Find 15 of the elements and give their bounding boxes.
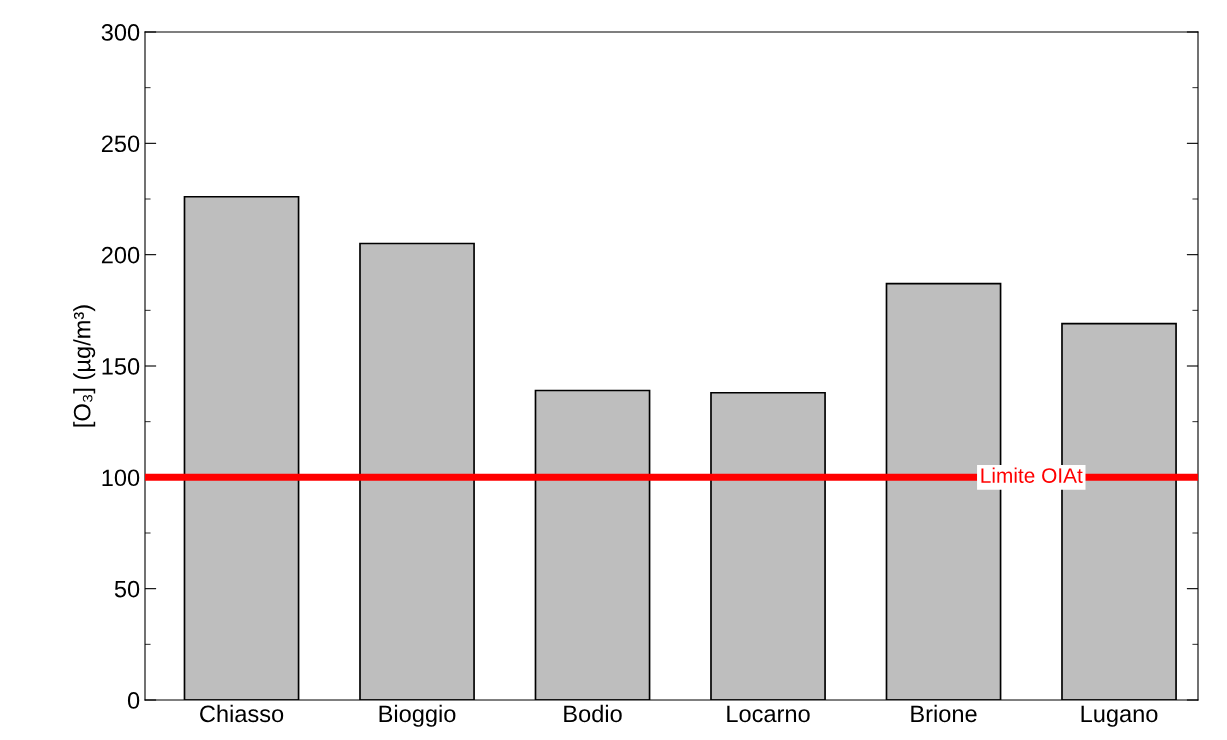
x-tick-label: Locarno xyxy=(727,705,810,723)
y-tick-label: 300 xyxy=(101,24,140,41)
y-tick-label: 50 xyxy=(114,580,140,598)
x-tick-label: Brione xyxy=(911,704,977,723)
y-tick-label: 150 xyxy=(102,358,140,375)
x-tick-label: Bioggio xyxy=(379,704,456,727)
y-tick-label: 250 xyxy=(101,135,140,153)
ref-line-label: Limite OIAt xyxy=(981,467,1083,483)
y-axis-title: [O₃] (µg/m³) xyxy=(73,305,96,427)
y-tick-label: 100 xyxy=(102,469,140,487)
y-tick-label: 0 xyxy=(127,692,140,709)
y-tick-label: 200 xyxy=(101,246,140,264)
x-tick-label: Chiasso xyxy=(200,704,284,723)
x-tick-label: Lugano xyxy=(1081,705,1158,727)
x-tick-label: Bodio xyxy=(564,704,622,723)
